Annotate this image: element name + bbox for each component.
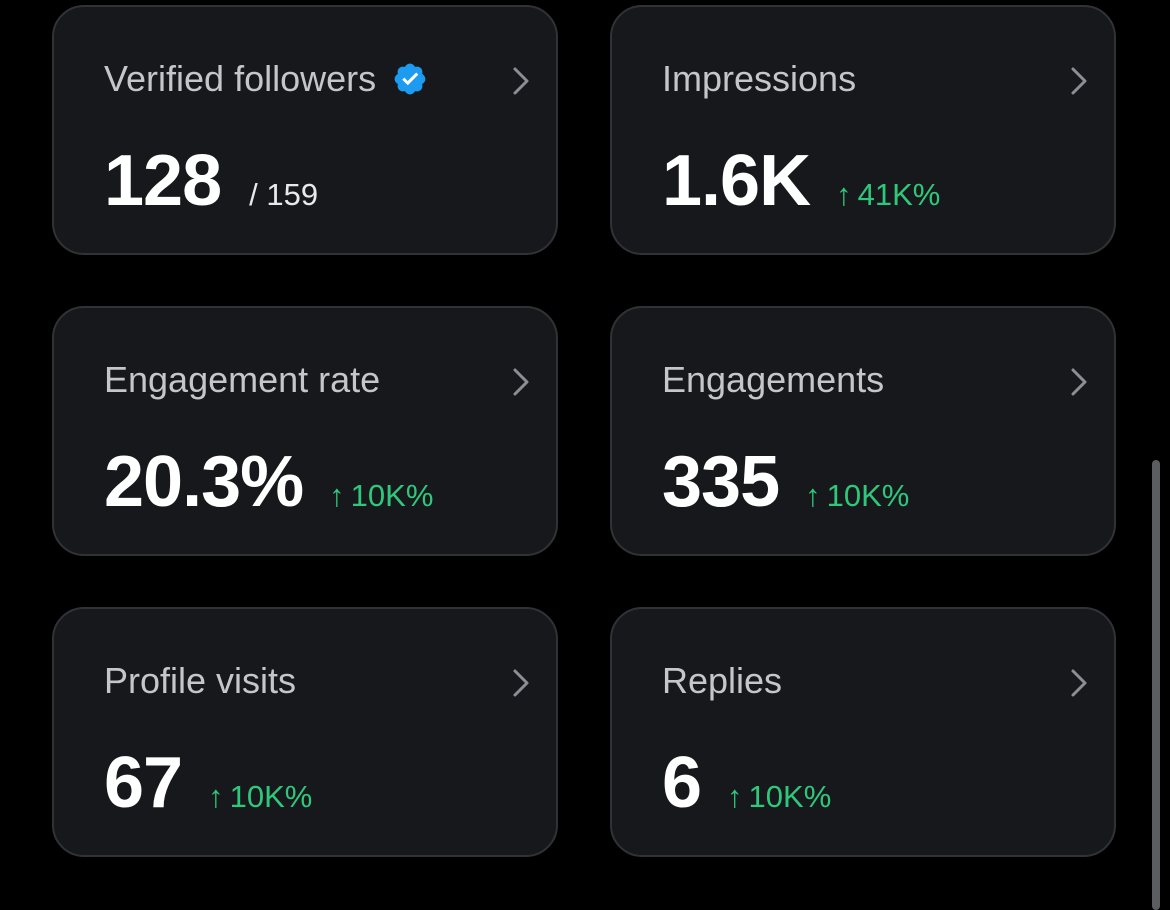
engagement-rate-card[interactable]: Engagement rate 20.3% ↑ 10K% [52, 306, 558, 556]
metric-total: / 159 [249, 177, 319, 212]
card-title: Impressions [662, 58, 857, 99]
replies-card[interactable]: Replies 6 ↑ 10K% [610, 607, 1116, 857]
scrollbar[interactable] [1152, 460, 1160, 910]
change-percent: 10K% [748, 779, 832, 814]
metric-row: 20.3% ↑ 10K% [104, 440, 433, 524]
metric-value: 128 [104, 141, 222, 221]
card-title: Engagements [662, 359, 885, 400]
arrow-up-icon: ↑ [805, 478, 821, 513]
metric-change: ↑ 41K% [836, 177, 940, 213]
arrow-up-icon: ↑ [727, 779, 743, 814]
card-header: Verified followers [104, 57, 428, 101]
metric-value: 1.6K [662, 141, 811, 221]
card-header: Engagements [662, 358, 884, 402]
verified-badge-icon [392, 61, 428, 97]
engagements-card[interactable]: Engagements 335 ↑ 10K% [610, 306, 1116, 556]
card-title: Engagement rate [104, 359, 381, 400]
metric-change: ↑ 10K% [329, 478, 433, 514]
chevron-right-icon [1071, 669, 1087, 697]
change-percent: 10K% [350, 478, 434, 513]
chevron-right-icon [1071, 67, 1087, 95]
metric-change: ↑ 10K% [805, 478, 909, 514]
profile-visits-card[interactable]: Profile visits 67 ↑ 10K% [52, 607, 558, 857]
metric-change: ↑ 10K% [208, 779, 312, 815]
card-title: Profile visits [104, 660, 297, 701]
metric-row: 1.6K ↑ 41K% [662, 139, 940, 223]
card-title: Verified followers [104, 58, 377, 99]
verified-followers-card[interactable]: Verified followers 128 / 159 [52, 5, 558, 255]
metric-value: 335 [662, 442, 780, 522]
card-header: Replies [662, 659, 782, 703]
metric-value: 67 [104, 743, 183, 823]
chevron-right-icon [513, 67, 529, 95]
metric-row: 6 ↑ 10K% [662, 741, 831, 825]
metric-value: 20.3% [104, 442, 304, 522]
chevron-right-icon [513, 368, 529, 396]
metric-change: ↑ 10K% [727, 779, 831, 815]
change-percent: 10K% [229, 779, 313, 814]
chevron-right-icon [513, 669, 529, 697]
arrow-up-icon: ↑ [329, 478, 345, 513]
arrow-up-icon: ↑ [208, 779, 224, 814]
arrow-up-icon: ↑ [836, 177, 852, 212]
metric-value: 6 [662, 743, 702, 823]
metric-row: 128 / 159 [104, 139, 318, 223]
card-title: Replies [662, 660, 783, 701]
metric-row: 67 ↑ 10K% [104, 741, 312, 825]
change-percent: 41K% [857, 177, 941, 212]
card-header: Impressions [662, 57, 856, 101]
impressions-card[interactable]: Impressions 1.6K ↑ 41K% [610, 5, 1116, 255]
card-header: Profile visits [104, 659, 296, 703]
change-percent: 10K% [826, 478, 910, 513]
card-header: Engagement rate [104, 358, 380, 402]
chevron-right-icon [1071, 368, 1087, 396]
metric-row: 335 ↑ 10K% [662, 440, 909, 524]
